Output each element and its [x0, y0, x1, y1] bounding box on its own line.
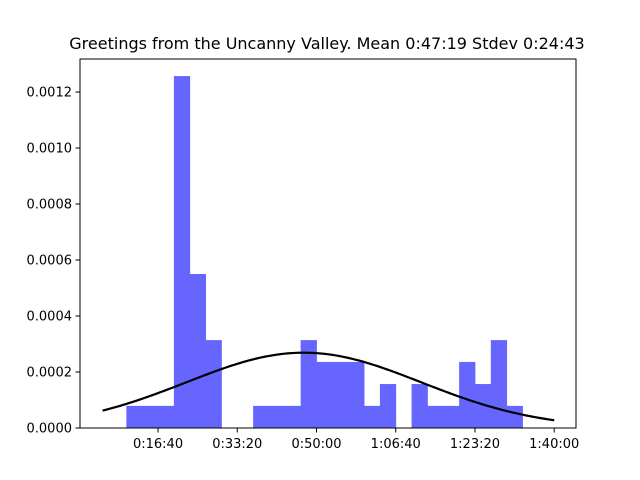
- histogram-bar: [284, 405, 302, 428]
- y-tick-label: 0.0008: [27, 198, 73, 213]
- histogram-bar: [268, 405, 286, 428]
- histogram-bar: [490, 340, 508, 428]
- histogram-bar: [253, 405, 270, 428]
- histogram-bar: [427, 405, 444, 428]
- histogram-bar: [300, 340, 317, 428]
- histogram-bar: [459, 361, 476, 428]
- histogram-bar: [474, 384, 492, 428]
- histogram-bar: [316, 361, 333, 428]
- x-tick-label: 1:06:40: [371, 437, 421, 452]
- x-tick-label: 0:33:20: [212, 437, 262, 452]
- y-tick-label: 0.0010: [27, 142, 73, 157]
- histogram-bar: [332, 361, 349, 428]
- y-axis: 0.0000 0.0002 0.0004 0.0006 0.0008 0.0010 0.00…: [27, 86, 80, 437]
- y-tick-label: 0.0012: [27, 86, 73, 101]
- y-tick-label: 0.0000: [27, 422, 73, 437]
- x-tick-label: 1:23:20: [450, 437, 500, 452]
- histogram-bar: [379, 384, 397, 428]
- x-tick-label: 1:40:00: [529, 437, 579, 452]
- x-tick-label: 0:50:00: [291, 437, 341, 452]
- y-tick-label: 0.0006: [27, 254, 73, 269]
- plot-frame: [79, 58, 577, 429]
- y-tick-label: 0.0002: [27, 366, 73, 381]
- histogram-bar: [126, 405, 143, 428]
- histogram-bar: [348, 361, 365, 428]
- chart-title: Greetings from the Uncanny Valley. Mean …: [69, 34, 584, 53]
- histogram-bars: [126, 76, 523, 428]
- histogram-bar: [189, 274, 206, 428]
- histogram-bar: [443, 405, 460, 428]
- histogram-bar: [364, 405, 381, 428]
- histogram-bar: [506, 405, 523, 428]
- x-axis: 0:16:40 0:33:20 0:50:00 1:06:40 1:23:20 1:40:…: [133, 428, 579, 452]
- histogram-bar: [173, 76, 191, 428]
- x-tick-label: 0:16:40: [133, 437, 183, 452]
- histogram-bar: [158, 405, 175, 428]
- y-tick-label: 0.0004: [27, 310, 73, 325]
- histogram-bar: [142, 405, 159, 428]
- histogram-bar: [205, 340, 222, 428]
- histogram-bar: [411, 384, 428, 428]
- normal-fit-curve: [102, 351, 555, 422]
